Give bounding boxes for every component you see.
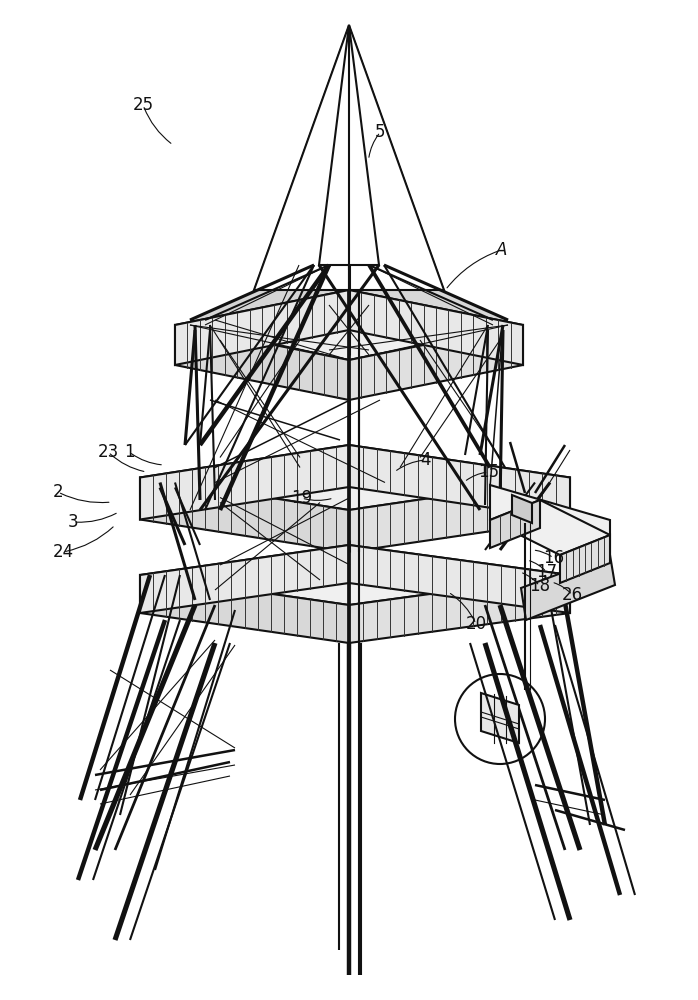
- Polygon shape: [319, 25, 379, 265]
- Polygon shape: [175, 290, 523, 360]
- Polygon shape: [349, 265, 508, 335]
- Text: 24: 24: [52, 543, 73, 561]
- Polygon shape: [349, 445, 570, 520]
- Polygon shape: [140, 445, 349, 520]
- Polygon shape: [140, 575, 349, 643]
- Circle shape: [523, 511, 533, 521]
- Polygon shape: [254, 25, 349, 290]
- Polygon shape: [490, 500, 540, 548]
- Polygon shape: [349, 25, 444, 290]
- Polygon shape: [140, 545, 349, 613]
- Polygon shape: [175, 290, 349, 365]
- Polygon shape: [140, 445, 570, 510]
- Text: 5: 5: [375, 123, 386, 141]
- Text: 1: 1: [124, 443, 135, 461]
- Text: 20: 20: [466, 615, 487, 633]
- Polygon shape: [190, 265, 349, 335]
- Text: 2: 2: [52, 483, 64, 501]
- Text: 26: 26: [562, 586, 583, 604]
- Polygon shape: [349, 325, 523, 400]
- Text: 16: 16: [543, 549, 564, 567]
- Polygon shape: [140, 478, 349, 552]
- Text: 23: 23: [98, 443, 119, 461]
- Polygon shape: [175, 325, 349, 400]
- Polygon shape: [481, 693, 519, 743]
- Text: 18: 18: [529, 577, 550, 595]
- Polygon shape: [349, 575, 570, 643]
- Polygon shape: [349, 290, 523, 365]
- Polygon shape: [512, 495, 532, 523]
- Polygon shape: [349, 478, 570, 552]
- Polygon shape: [560, 535, 610, 583]
- Text: 4: 4: [420, 451, 431, 469]
- Circle shape: [516, 499, 528, 511]
- Text: A: A: [496, 241, 507, 259]
- Polygon shape: [521, 555, 615, 620]
- Polygon shape: [349, 545, 570, 613]
- Text: 15: 15: [478, 463, 499, 481]
- Text: 19: 19: [291, 489, 312, 507]
- Polygon shape: [140, 545, 570, 605]
- Polygon shape: [254, 25, 444, 290]
- Text: 3: 3: [68, 513, 79, 531]
- Text: 17: 17: [536, 563, 557, 581]
- Polygon shape: [490, 500, 610, 555]
- Polygon shape: [490, 485, 610, 555]
- Text: 25: 25: [133, 96, 154, 114]
